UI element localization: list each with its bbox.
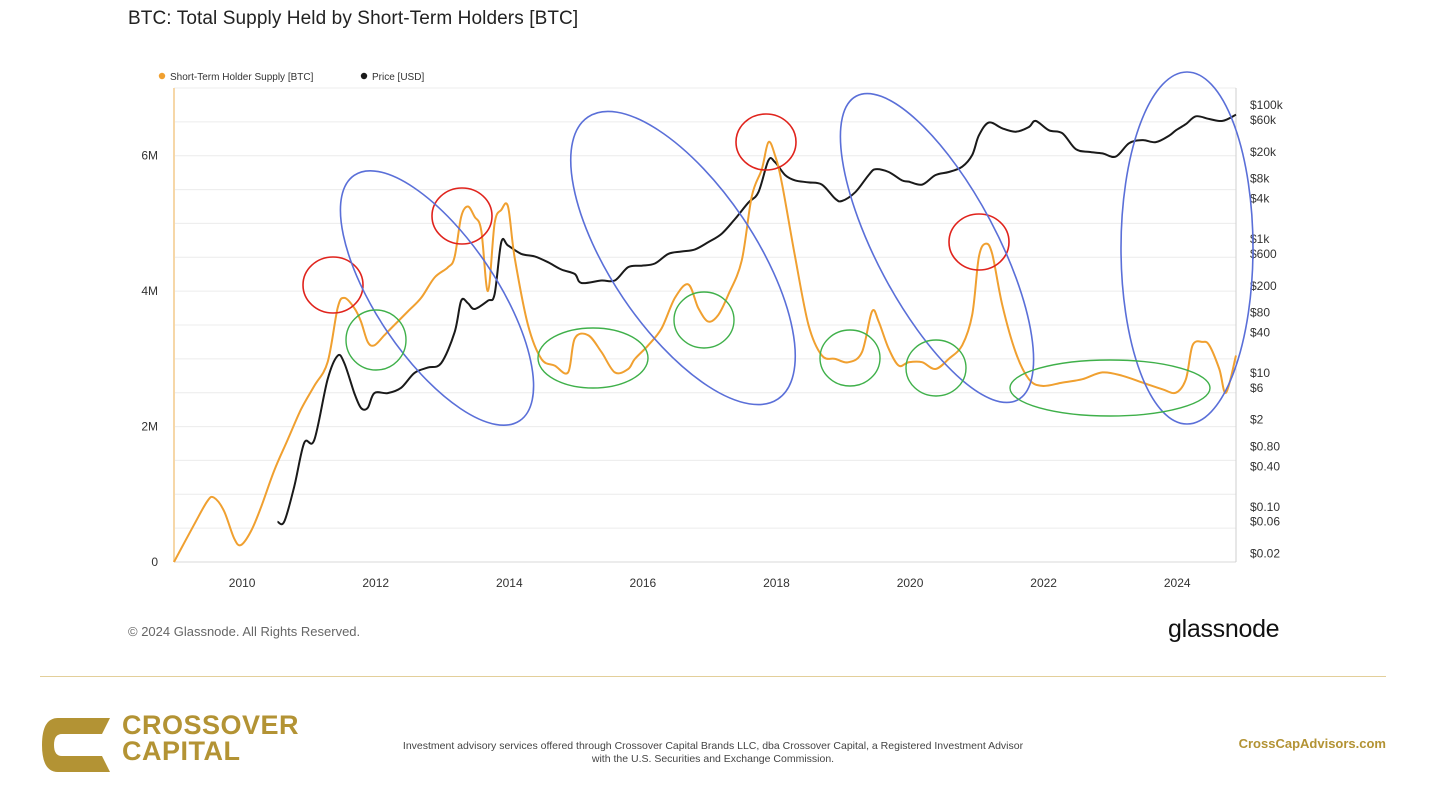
grid-lines <box>173 87 1237 563</box>
x-tick-label: 2020 <box>897 576 924 590</box>
green-ellipse-annotation <box>819 329 881 387</box>
green-ellipse-annotation <box>905 339 967 397</box>
green-ellipse-annotation <box>345 309 407 371</box>
y-right-tick-label: $600 <box>1250 247 1277 261</box>
green-ellipse-annotation <box>1009 359 1211 417</box>
red-circle-annotation <box>302 256 364 314</box>
chart-legend: Short-Term Holder Supply [BTC] Price [USD… <box>158 72 424 83</box>
blue-ellipse-annotation <box>339 169 535 427</box>
y-right-tick-label: $0.10 <box>1250 500 1280 514</box>
crossover-c-mark-icon <box>42 718 110 772</box>
legend-marker <box>360 72 368 80</box>
red-circle-annotation <box>948 213 1010 271</box>
y-right-tick-label: $100k <box>1250 98 1284 112</box>
axis-ticks: 2010 2012 2014 2016 2018 2020 2022 2024 0 2M 4M 6M $… <box>141 98 1283 590</box>
red-circle-annotation <box>735 113 797 171</box>
crossover-capital-logo: CROSSOVER CAPITAL <box>40 712 300 776</box>
copyright-text: © 2024 Glassnode. All Rights Reserved. <box>128 624 361 639</box>
annotation-layer <box>302 71 1254 427</box>
x-tick-label: 2014 <box>496 576 523 590</box>
series-layer <box>173 113 1237 563</box>
y-right-tick-label: $200 <box>1250 279 1277 293</box>
sth-supply-series-line <box>173 140 1237 563</box>
y-right-tick-label: $0.06 <box>1250 515 1280 529</box>
brand-line-1: CROSSOVER <box>122 710 300 740</box>
y-right-tick-label: $4k <box>1250 192 1270 206</box>
green-ellipse-annotation <box>537 327 649 389</box>
x-tick-label: 2022 <box>1030 576 1057 590</box>
y-right-tick-label: $8k <box>1250 172 1270 186</box>
blue-ellipse-annotation <box>839 92 1035 404</box>
chart: Short-Term Holder Supply [BTC] Price [USD… <box>141 71 1284 590</box>
red-circle-annotation <box>431 187 493 245</box>
glassnode-logo: glassnode <box>1168 615 1280 643</box>
y-right-tick-label: $10 <box>1250 366 1270 380</box>
y-right-tick-label: $2 <box>1250 413 1264 427</box>
legend-label: Short-Term Holder Supply [BTC] <box>170 72 314 83</box>
y-right-tick-label: $60k <box>1250 113 1277 127</box>
footer-divider <box>40 676 1386 677</box>
chart-title: BTC: Total Supply Held by Short-Term Hol… <box>128 8 579 29</box>
x-tick-label: 2024 <box>1164 576 1191 590</box>
price-series-line <box>277 113 1237 526</box>
y-left-tick-label: 2M <box>141 420 158 434</box>
y-left-tick-label: 0 <box>151 555 158 569</box>
y-left-tick-label: 6M <box>141 149 158 163</box>
y-right-tick-label: $0.40 <box>1250 460 1280 474</box>
y-right-tick-label: $40 <box>1250 326 1270 340</box>
y-left-tick-label: 4M <box>141 284 158 298</box>
green-ellipse-annotation <box>673 291 735 349</box>
brand-line-2: CAPITAL <box>122 736 241 766</box>
disclaimer-text: Investment advisory services offered thr… <box>402 740 1024 765</box>
y-right-tick-label: $1k <box>1250 232 1270 246</box>
website-link[interactable]: CrossCapAdvisors.com <box>1238 736 1386 751</box>
blue-ellipse-annotation <box>1120 71 1254 425</box>
y-right-tick-label: $0.80 <box>1250 439 1280 453</box>
y-right-tick-label: $20k <box>1250 145 1277 159</box>
y-right-tick-label: $0.02 <box>1250 547 1280 561</box>
y-right-tick-label: $80 <box>1250 305 1270 319</box>
y-right-tick-label: $6 <box>1250 381 1264 395</box>
x-tick-label: 2012 <box>362 576 389 590</box>
x-tick-label: 2018 <box>763 576 790 590</box>
legend-marker <box>158 72 166 80</box>
x-tick-label: 2010 <box>229 576 256 590</box>
x-tick-label: 2016 <box>630 576 657 590</box>
blue-ellipse-annotation <box>569 110 797 406</box>
legend-label: Price [USD] <box>372 72 424 83</box>
